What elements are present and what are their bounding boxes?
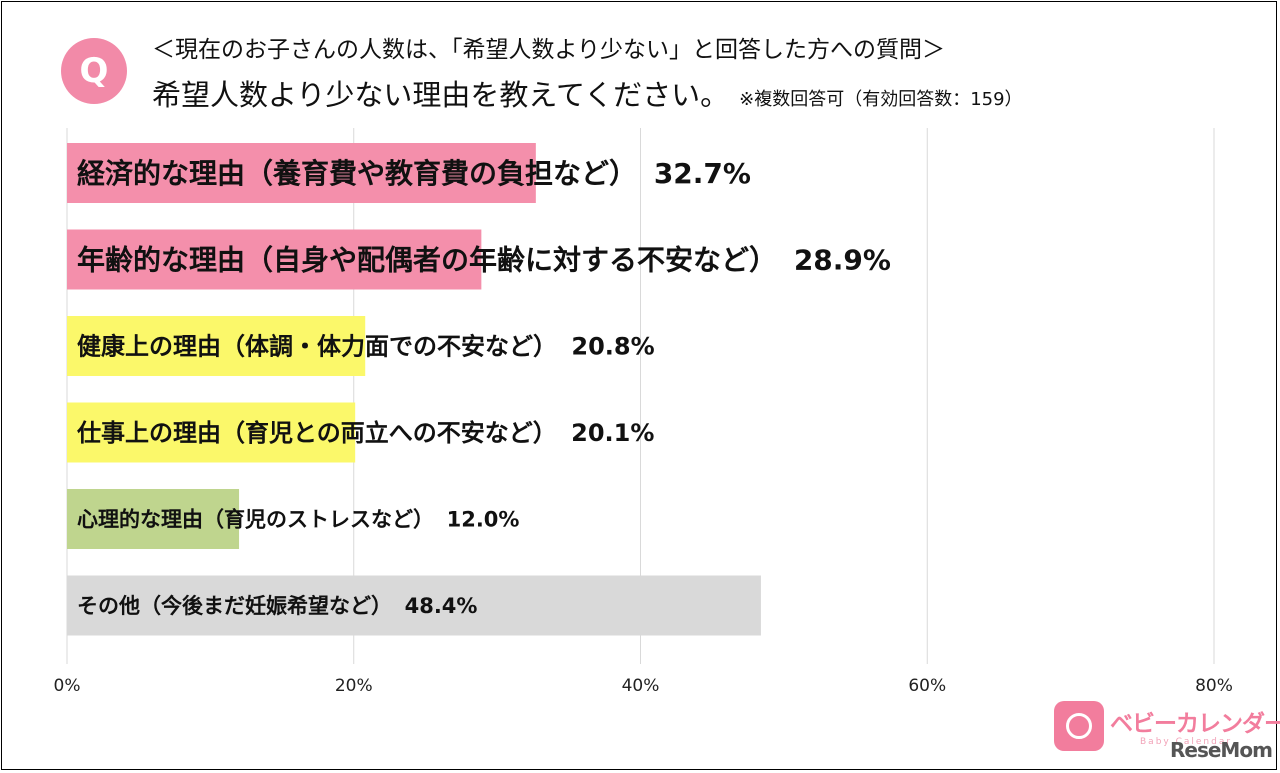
site-logo: ReseMom xyxy=(1170,738,1273,762)
data-label: 32.7% xyxy=(654,157,751,190)
bar-label: 仕事上の理由（育児との両立への不安など） xyxy=(76,419,557,447)
data-label: 20.1% xyxy=(571,419,654,447)
bar xyxy=(67,229,482,290)
bar xyxy=(67,316,366,376)
data-label: 20.8% xyxy=(571,333,654,361)
x-tick-label: 40% xyxy=(622,676,660,696)
brand-logo-icon xyxy=(1054,701,1104,751)
bar xyxy=(67,575,761,636)
data-label: 48.4% xyxy=(405,594,478,618)
bar xyxy=(67,489,240,549)
x-tick-label: 0% xyxy=(54,676,81,696)
bar xyxy=(67,143,536,203)
brand-subname: Baby Calendar xyxy=(1140,737,1233,747)
x-tick-label: 80% xyxy=(1195,676,1233,696)
chart-subtitle: ＜現在のお子さんの人数は、「希望人数より少ない」と回答した方への質問＞ xyxy=(152,37,946,63)
x-tick-label: 60% xyxy=(908,676,946,696)
data-label: 28.9% xyxy=(794,244,891,277)
question-badge: Q xyxy=(61,38,127,104)
x-tick-label: 20% xyxy=(335,676,373,696)
brand-name: ベビーカレンダー xyxy=(1110,711,1280,737)
chart-title-row: 希望人数より少ない理由を教えてください。 ※複数回答可（有効回答数：159） xyxy=(152,72,1023,114)
bar-label: 経済的な理由（養育費や教育費の負担など） xyxy=(77,157,637,190)
bar-label: 心理的な理由（育児のストレスなど） xyxy=(77,508,434,532)
data-label: 12.0% xyxy=(447,508,520,532)
chart-title: 希望人数より少ない理由を教えてください。 xyxy=(152,78,730,112)
bar xyxy=(67,402,356,463)
bar-label: 健康上の理由（体調・体力面での不安など） xyxy=(77,333,557,361)
bar-label: 年齢的な理由（自身や配偶者の年齢に対する不安など） xyxy=(77,244,777,277)
bar-label: その他（今後まだ妊娠希望など） xyxy=(77,594,392,618)
response-note: ※複数回答可（有効回答数：159） xyxy=(739,89,1023,110)
